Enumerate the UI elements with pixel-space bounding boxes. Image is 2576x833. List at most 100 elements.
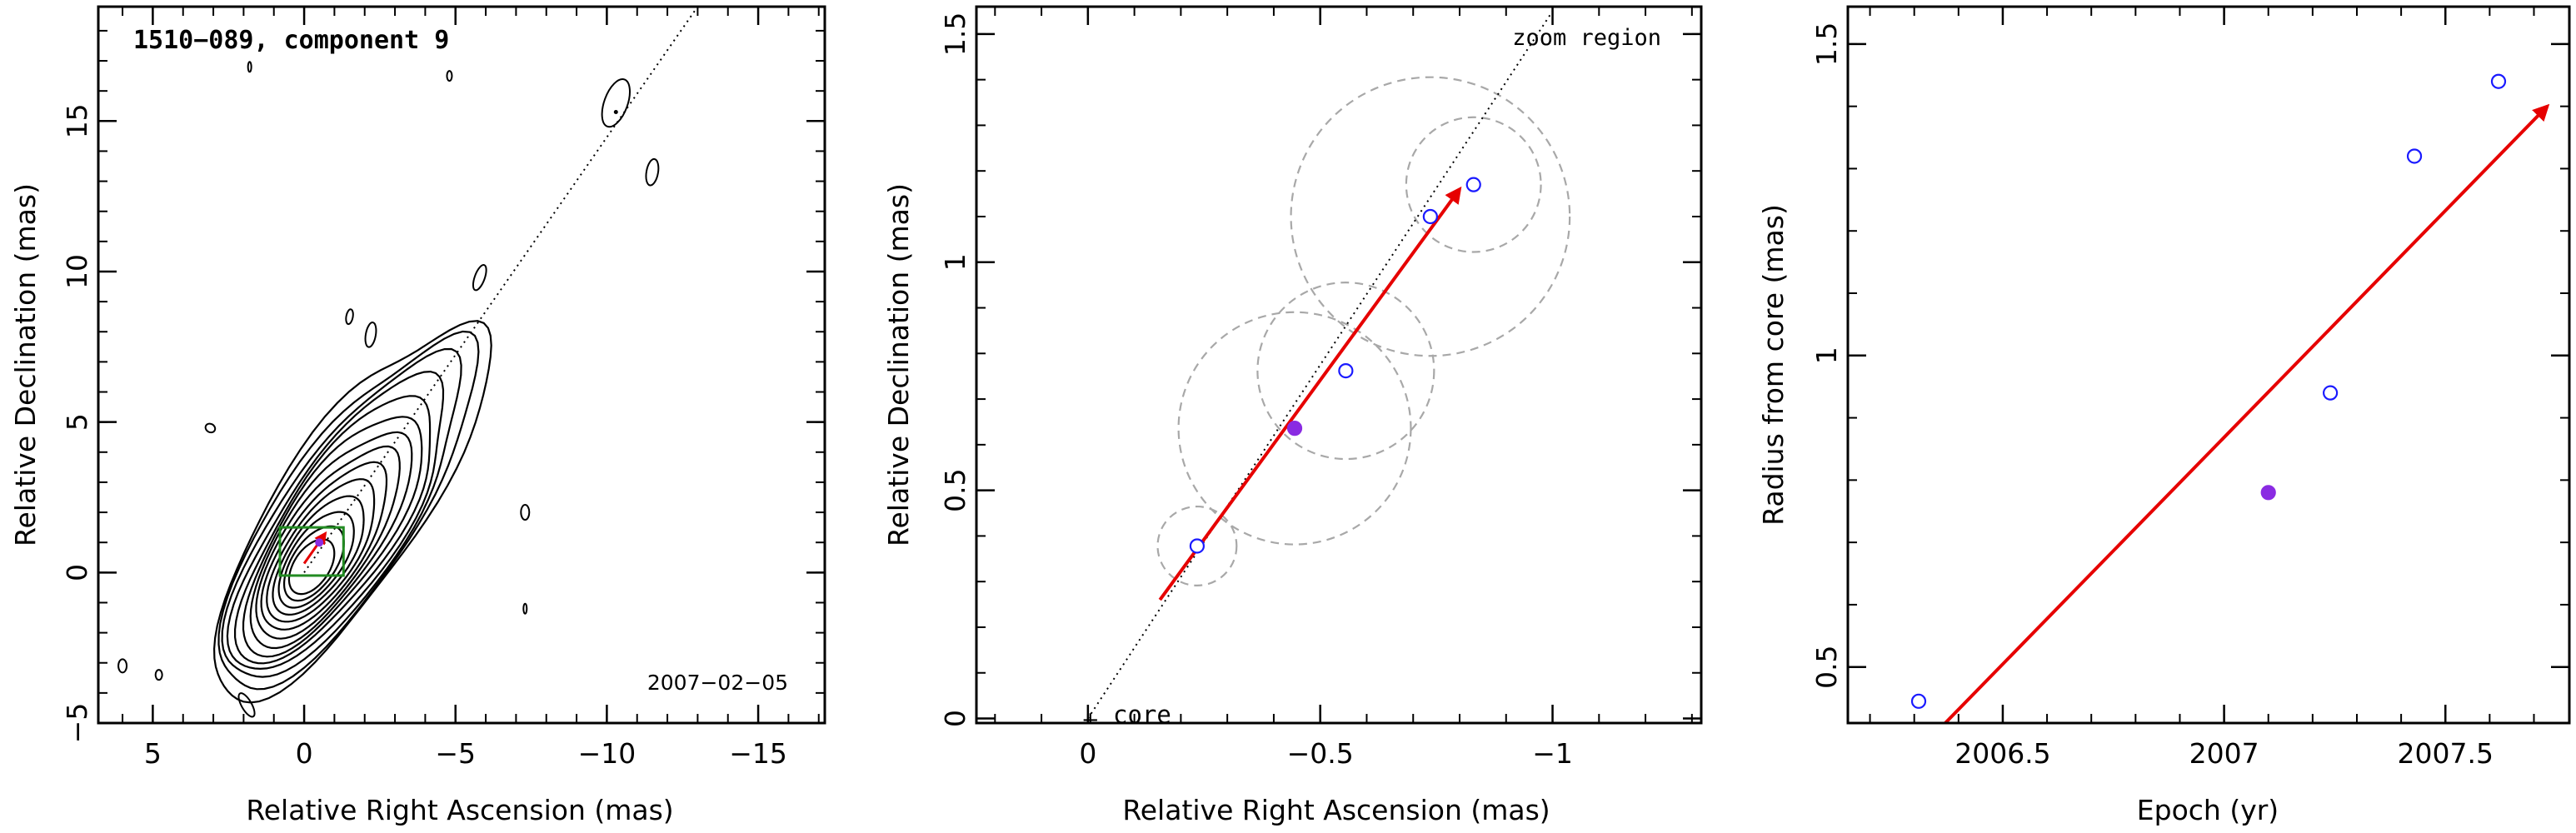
position-error-circle <box>1177 311 1412 546</box>
radius-panel: 2006.5 2007 2007.5 0.5 1 1.5 Epoch (yr) Radi… <box>1757 5 2571 826</box>
zoom-plot: + <box>1081 10 1571 733</box>
radius-panel-x-axis: 2006.5 2007 2007.5 <box>1869 7 2535 770</box>
radius-panel-y-label: Radius from core (mas) <box>1757 204 1790 526</box>
x-tick-label: −10 <box>578 737 637 770</box>
contour-level <box>226 370 445 671</box>
component-point-filled <box>1286 421 1303 436</box>
contour-panel-y-label: Relative Declination (mas) <box>9 183 42 546</box>
contour-level <box>277 511 355 609</box>
contour-level <box>287 538 336 596</box>
contour-level <box>255 445 401 640</box>
zoom-panel-y-label: Relative Declination (mas) <box>882 183 915 546</box>
y-tick-label: 0 <box>939 710 971 727</box>
contour-level <box>212 320 492 704</box>
contour-level <box>266 478 376 623</box>
radius-point <box>1910 693 1927 709</box>
position-error-circle <box>1256 282 1435 461</box>
contour-level <box>221 347 462 678</box>
contour-panel-x-axis: 5 0 −5 −10 −15 <box>122 7 820 770</box>
zoom-panel-y-axis: 0 0.5 1 1.5 <box>939 12 1701 727</box>
x-tick-label: −15 <box>729 737 787 770</box>
y-tick-label: 0 <box>61 564 93 581</box>
position-error-circle <box>1156 505 1238 586</box>
contour-panel-frame <box>97 5 826 725</box>
component-point <box>1422 208 1438 225</box>
zoom-panel-x-axis: 0 −0.5 −1 <box>994 7 1693 770</box>
zoom-panel-x-label: Relative Right Ascension (mas) <box>1122 794 1550 826</box>
noise-peak <box>613 109 618 114</box>
radius-point <box>2406 148 2423 164</box>
x-tick-label: 2007.5 <box>2398 737 2494 770</box>
x-tick-label: 2006.5 <box>1954 737 2050 770</box>
contour-panel-x-label: Relative Right Ascension (mas) <box>246 794 673 826</box>
component-point <box>1465 177 1481 192</box>
radius-panel-y-axis: 0.5 1 1.5 <box>1810 22 2569 689</box>
x-tick-label: −1 <box>1532 737 1573 770</box>
noise-contour <box>204 422 217 434</box>
radius-point <box>2490 73 2507 89</box>
zoom-region-label: zoom region <box>1512 25 1661 51</box>
x-tick-label: 0 <box>296 737 313 770</box>
radius-panel-x-label: Epoch (yr) <box>2137 794 2279 826</box>
y-tick-label: 1 <box>939 253 971 271</box>
y-tick-label: −5 <box>61 703 93 744</box>
fit-line <box>1944 103 2550 723</box>
radius-point-filled <box>2260 485 2276 501</box>
x-tick-label: 2007 <box>2189 737 2259 770</box>
radius-panel-frame <box>1846 5 2571 725</box>
core-marker: + <box>1081 708 1100 733</box>
contour-level <box>217 330 480 691</box>
y-tick-label: 5 <box>61 413 93 431</box>
x-tick-label: −0.5 <box>1287 737 1354 770</box>
x-tick-label: 5 <box>144 737 162 770</box>
contour-level <box>283 525 345 602</box>
noise-contour <box>117 658 128 674</box>
contour-panel: 1510−089, component 9 2007−02−05 5 0 −5 −10… <box>9 5 826 826</box>
motion-vector <box>1158 186 1462 601</box>
jet-direction-line <box>1087 10 1554 720</box>
y-tick-label: 0.5 <box>1810 645 1843 688</box>
component-point <box>1338 363 1354 379</box>
contour-map <box>117 7 699 718</box>
noise-contour <box>601 78 631 128</box>
x-tick-label: −5 <box>435 737 476 770</box>
contour-level <box>234 395 432 665</box>
y-tick-label: 0.5 <box>939 468 971 511</box>
contour-level <box>260 461 388 631</box>
y-tick-label: 1 <box>1810 347 1843 364</box>
jet-direction-line <box>303 7 699 573</box>
zoom-panel: + zoom region core 0 −0.5 −1 0 0.5 1 1.5 Rela… <box>882 5 1703 826</box>
y-tick-label: 15 <box>61 103 93 138</box>
noise-contour <box>154 669 163 681</box>
core-label: core <box>1113 701 1171 729</box>
noise-contour <box>364 322 377 348</box>
y-tick-label: 10 <box>61 254 93 289</box>
position-error-circle <box>1290 76 1571 357</box>
position-error-circle <box>1405 116 1542 253</box>
y-tick-label: 1.5 <box>939 12 971 56</box>
contour-panel-y-axis: −5 0 5 10 15 <box>61 29 825 744</box>
noise-contour <box>645 157 660 187</box>
zoom-box <box>278 526 345 577</box>
contour-level <box>242 416 423 658</box>
contour-panel-date: 2007−02−05 <box>647 671 788 695</box>
y-tick-label: 1.5 <box>1810 22 1843 66</box>
motion-vector <box>302 531 327 565</box>
contour-level <box>272 495 365 616</box>
zoom-panel-frame <box>975 5 1703 725</box>
radius-point <box>2323 385 2339 401</box>
contour-level <box>249 431 413 650</box>
noise-contour <box>237 692 256 718</box>
contour-panel-title: 1510−089, component 9 <box>133 26 449 55</box>
component-position <box>315 538 324 547</box>
radius-plot <box>1910 73 2550 723</box>
noise-contour <box>472 264 487 292</box>
noise-contour <box>247 61 252 73</box>
noise-contour <box>522 602 528 615</box>
noise-contour <box>345 308 354 326</box>
noise-contour <box>520 504 531 521</box>
component-point <box>1189 538 1206 554</box>
x-tick-label: 0 <box>1079 737 1096 770</box>
noise-contour <box>446 70 453 82</box>
